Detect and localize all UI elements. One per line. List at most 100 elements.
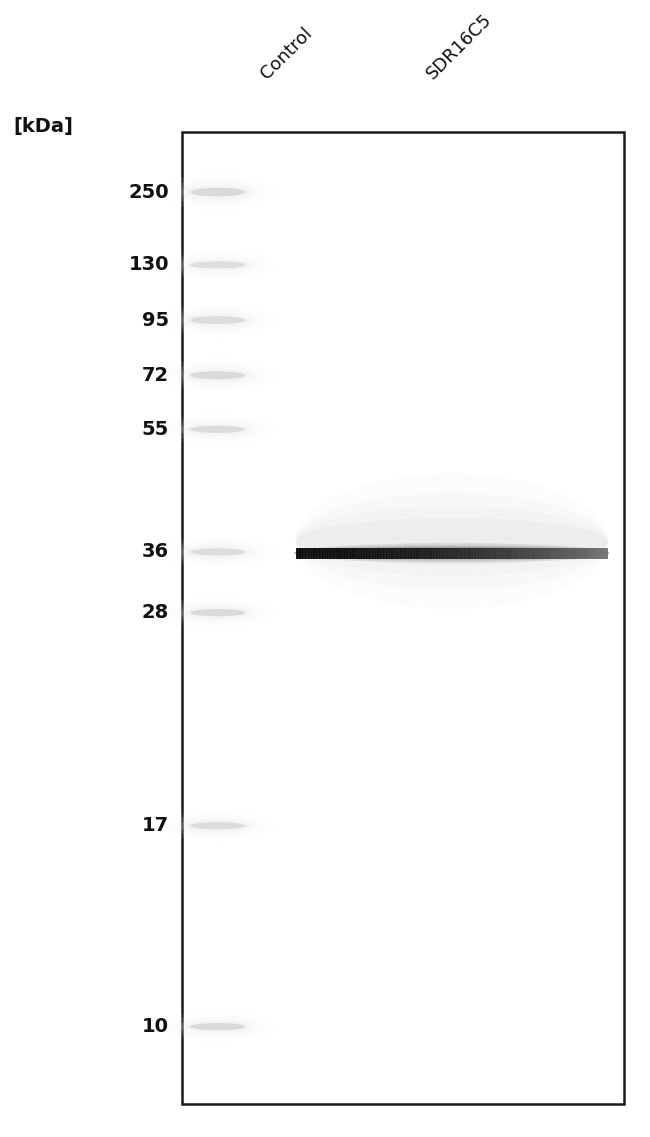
Bar [404,548,406,558]
Bar [513,548,515,558]
Bar [341,548,343,558]
Bar [398,548,401,558]
Ellipse shape [190,316,246,324]
Bar [545,548,547,558]
Bar [452,548,454,558]
Bar [460,548,461,558]
Bar [466,548,468,558]
Bar [422,548,424,558]
Bar [536,548,538,558]
Bar [530,548,532,558]
Bar [365,548,367,558]
Bar [484,548,487,558]
Bar [375,548,378,558]
Bar [417,548,420,558]
Ellipse shape [185,423,250,435]
Bar [475,548,477,558]
Bar [421,548,422,558]
Bar [494,548,496,558]
Bar [327,548,329,558]
Bar [581,548,584,558]
Bar [606,548,608,558]
Text: [kDa]: [kDa] [13,117,73,136]
Bar [500,548,502,558]
Text: 28: 28 [142,603,169,622]
Bar [471,548,473,558]
Text: 10: 10 [142,1018,169,1036]
Bar [369,548,371,558]
Ellipse shape [179,256,257,274]
Bar [354,548,356,558]
Ellipse shape [179,604,257,622]
Bar [385,548,387,558]
Bar [476,548,479,558]
Ellipse shape [159,811,276,841]
Bar [402,548,404,558]
Bar [584,548,586,558]
Bar [358,548,360,558]
Bar [413,548,415,558]
Bar [491,548,493,558]
Bar [542,548,545,558]
Bar [391,548,393,558]
Bar [464,548,467,558]
Ellipse shape [179,421,257,438]
Ellipse shape [185,606,250,619]
Bar [447,548,449,558]
Bar [586,548,588,558]
Bar [336,548,339,558]
Bar [378,548,381,558]
Bar [595,548,597,558]
Bar [503,548,506,558]
Bar [528,548,530,558]
Bar [437,548,440,558]
Ellipse shape [169,814,266,838]
Bar [311,548,313,558]
Ellipse shape [159,174,276,210]
Text: 17: 17 [142,816,169,836]
Bar [182,132,624,1104]
Bar [436,548,438,558]
Bar [305,548,307,558]
Bar [377,548,379,558]
Bar [330,548,332,558]
Bar [567,548,569,558]
Bar [474,548,476,558]
Bar [467,548,469,558]
Ellipse shape [190,609,246,616]
Ellipse shape [179,816,257,835]
Bar [499,548,500,558]
Bar [560,548,562,558]
Bar [366,548,368,558]
Bar [580,548,582,558]
Text: 36: 36 [142,542,169,562]
Bar [424,548,426,558]
Bar [554,548,557,558]
Bar [359,548,362,558]
Bar [400,548,402,558]
Text: SDR16C5: SDR16C5 [422,10,495,83]
Bar [553,548,555,558]
Text: 130: 130 [129,256,169,274]
Bar [522,548,524,558]
Bar [463,548,465,558]
Bar [489,548,491,558]
Bar [472,548,474,558]
Bar [441,548,443,558]
Bar [450,548,452,558]
Ellipse shape [190,548,246,556]
Bar [338,548,340,558]
Bar [346,548,348,558]
Bar [383,548,385,558]
Bar [517,548,519,558]
Bar [372,548,374,558]
Text: 72: 72 [142,366,169,384]
Bar [307,548,309,558]
Bar [552,548,554,558]
Bar [603,548,605,558]
Bar [347,548,350,558]
Bar [511,548,514,558]
Bar [519,548,521,558]
Bar [310,548,312,558]
Ellipse shape [185,368,250,382]
